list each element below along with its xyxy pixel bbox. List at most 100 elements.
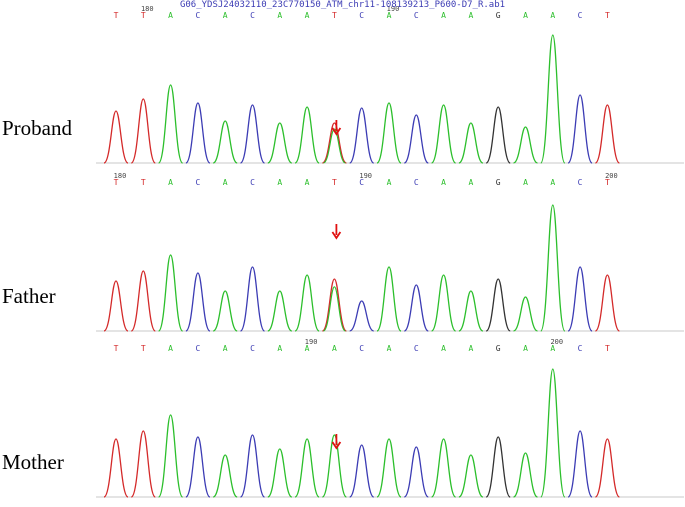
base-call: C	[250, 178, 255, 187]
panel-label-father: Father	[2, 284, 56, 308]
trace-peak	[567, 266, 593, 332]
trace-peak	[540, 368, 566, 498]
base-call: A	[305, 344, 310, 353]
trace-peak	[349, 444, 375, 498]
trace-peak	[567, 430, 593, 498]
trace-peak	[403, 114, 429, 164]
trace-peak	[130, 430, 156, 498]
base-call: A	[468, 178, 473, 187]
base-call: C	[578, 344, 583, 353]
base-call: C	[250, 11, 255, 20]
trace-secondary-peak	[322, 286, 346, 332]
base-call: A	[277, 178, 282, 187]
base-call: A	[441, 178, 446, 187]
trace-peak	[540, 34, 566, 164]
base-call: T	[605, 178, 610, 187]
trace-peak	[267, 290, 293, 332]
base-call: A	[332, 344, 337, 353]
position-mark: 190	[387, 5, 400, 13]
base-call: C	[414, 11, 419, 20]
trace-peak	[185, 272, 211, 332]
position-mark: 200	[550, 338, 563, 346]
base-call: G	[496, 344, 501, 353]
base-call: A	[223, 178, 228, 187]
trace-secondary-peak	[323, 128, 346, 164]
trace-peak	[130, 270, 156, 332]
trace-peak	[594, 104, 621, 164]
base-call: A	[523, 11, 528, 20]
variant-arrow-icon	[331, 434, 342, 450]
base-call: A	[441, 11, 446, 20]
base-call: A	[523, 344, 528, 353]
trace-peak	[185, 436, 211, 498]
position-mark: 200	[605, 172, 618, 180]
trace-peak	[239, 434, 266, 498]
base-call: A	[387, 178, 392, 187]
base-call: C	[359, 11, 364, 20]
trace-peak	[567, 94, 593, 164]
base-call: A	[305, 11, 310, 20]
trace-peak	[103, 280, 129, 332]
base-call: G	[496, 178, 501, 187]
base-call: A	[550, 344, 555, 353]
trace-peak	[430, 274, 457, 332]
base-call: A	[277, 344, 282, 353]
base-call: T	[332, 178, 337, 187]
base-call: T	[141, 11, 146, 20]
trace-peak	[403, 284, 429, 332]
base-call: T	[332, 11, 337, 20]
base-call: T	[141, 344, 146, 353]
trace-peak	[458, 454, 484, 498]
trace-peak	[212, 290, 238, 332]
file-title: G06_YDSJ24032110_23C770150_ATM_chr11-108…	[179, 0, 506, 10]
trace-peak	[594, 438, 621, 498]
trace-peak	[512, 452, 539, 498]
base-call: A	[550, 178, 555, 187]
trace-peak	[349, 107, 375, 164]
base-call: C	[250, 344, 255, 353]
base-call: C	[414, 178, 419, 187]
base-call: C	[195, 178, 200, 187]
base-call: G	[496, 11, 501, 20]
trace-peak	[294, 438, 320, 498]
panel-label-mother: Mother	[2, 450, 64, 474]
base-call: C	[359, 178, 364, 187]
base-call: C	[414, 344, 419, 353]
trace-peak	[403, 446, 429, 498]
position-mark: 180	[141, 5, 154, 13]
position-mark: 190	[359, 172, 372, 180]
trace-peak	[157, 84, 184, 164]
base-call: A	[550, 11, 555, 20]
trace-peak	[485, 106, 511, 164]
base-call: A	[441, 344, 446, 353]
base-call: C	[359, 344, 364, 353]
trace-peak	[157, 414, 184, 498]
base-call: A	[168, 344, 173, 353]
variant-arrow-icon	[331, 120, 342, 136]
trace-peak	[458, 290, 484, 332]
trace-peak	[321, 434, 348, 498]
trace-peak	[294, 274, 320, 332]
base-call: A	[468, 11, 473, 20]
base-call: C	[578, 11, 583, 20]
variant-arrow-icon	[331, 224, 342, 240]
base-call: C	[578, 178, 583, 187]
trace-peak	[376, 438, 402, 498]
trace-peak	[103, 110, 129, 164]
trace-peak	[376, 102, 402, 164]
base-call: T	[114, 11, 119, 20]
trace-peak	[540, 204, 566, 332]
trace-peak	[376, 266, 402, 332]
trace-peak	[103, 438, 129, 498]
trace-peak	[239, 266, 266, 332]
trace-peak	[485, 278, 511, 332]
base-call: A	[387, 11, 392, 20]
trace-peak	[321, 122, 348, 164]
trace-peak	[130, 98, 156, 164]
base-call: T	[141, 178, 146, 187]
base-call: A	[168, 11, 173, 20]
trace-peak	[212, 120, 238, 164]
